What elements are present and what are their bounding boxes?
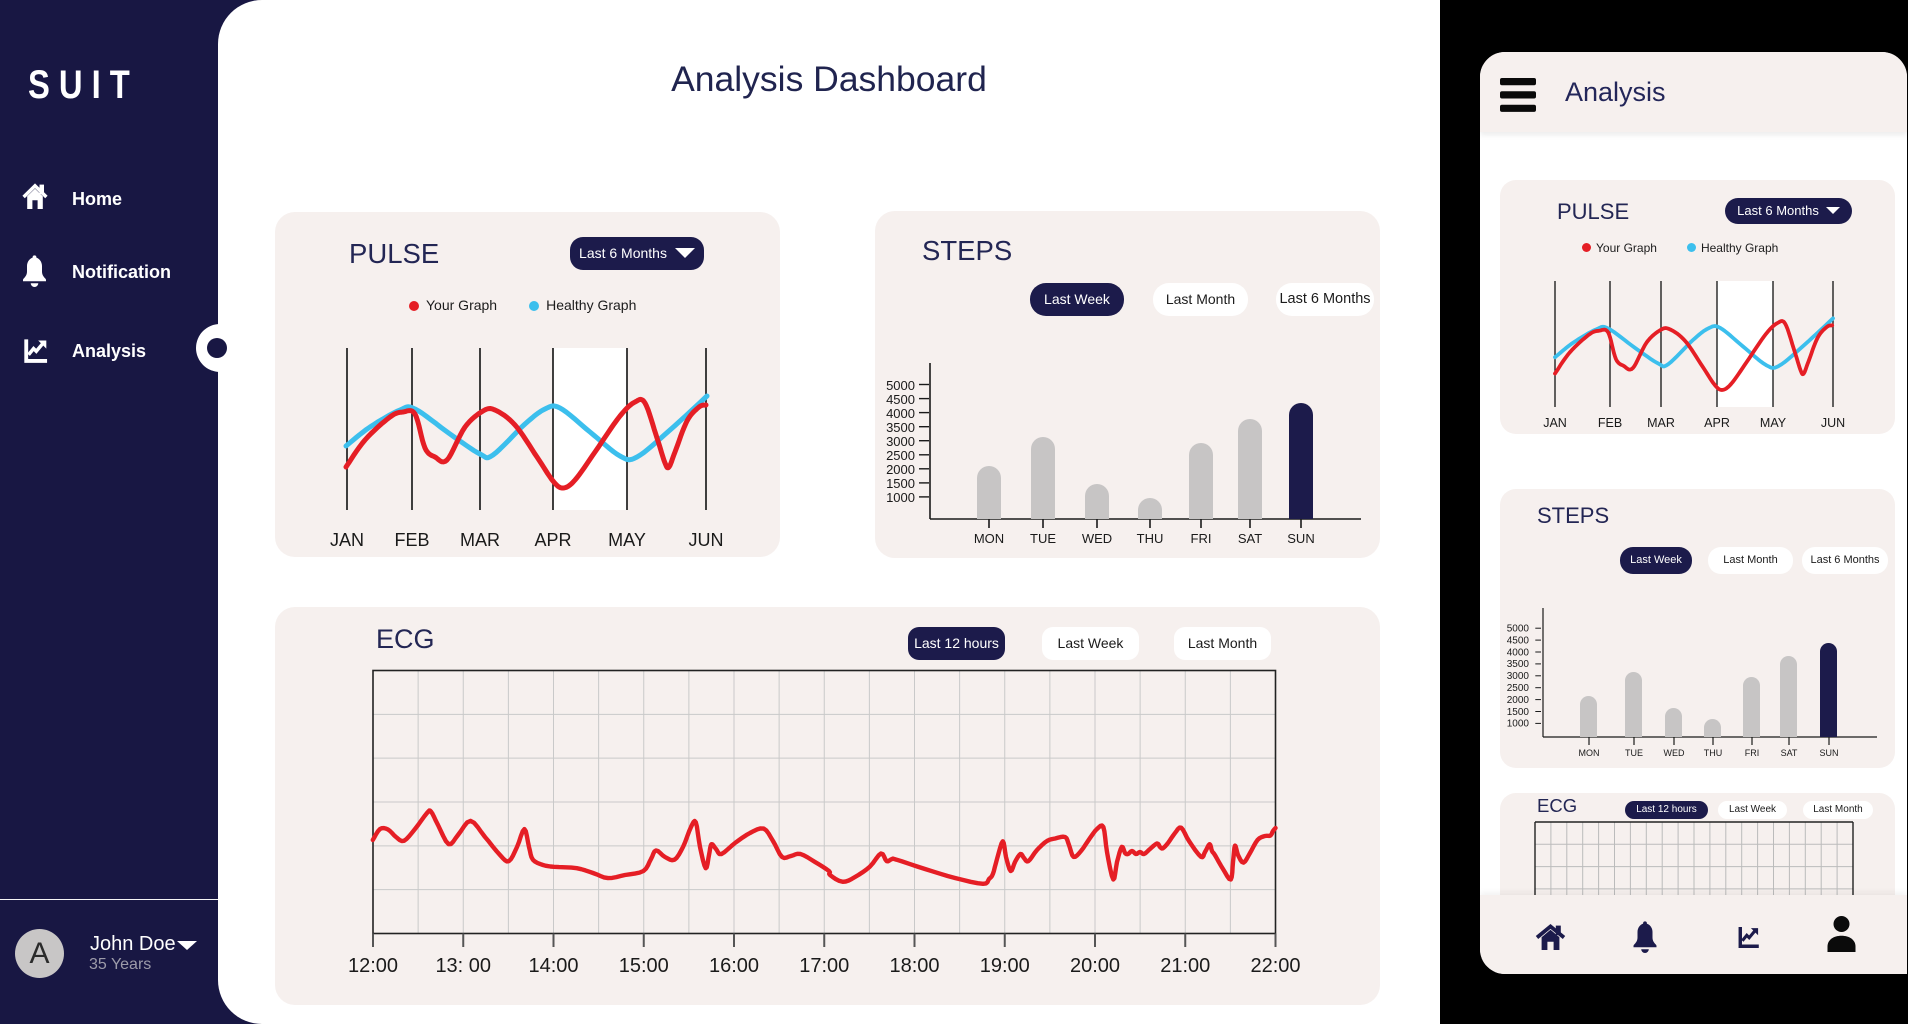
svg-text:MON: MON [974,531,1004,546]
svg-text:22:00: 22:00 [1250,955,1300,977]
svg-text:1000: 1000 [886,490,915,505]
svg-text:20:00: 20:00 [1070,955,1120,977]
svg-text:2500: 2500 [1507,683,1530,694]
svg-text:TUE: TUE [1030,531,1056,546]
svg-text:3500: 3500 [886,420,915,435]
svg-text:TUE: TUE [1625,748,1643,758]
svg-text:JUN: JUN [689,530,724,550]
svg-text:14:00: 14:00 [528,955,578,977]
svg-text:JAN: JAN [330,530,364,550]
svg-text:APR: APR [1704,416,1730,430]
svg-text:THU: THU [1704,748,1723,758]
svg-text:SUN: SUN [1819,748,1838,758]
svg-text:4000: 4000 [1507,647,1530,658]
svg-text:17:00: 17:00 [799,955,849,977]
svg-text:4500: 4500 [886,392,915,407]
svg-text:3000: 3000 [886,434,915,449]
svg-text:19:00: 19:00 [980,955,1030,977]
svg-text:1500: 1500 [886,476,915,491]
svg-text:5000: 5000 [1507,624,1530,635]
svg-text:APR: APR [534,530,571,550]
svg-text:JUN: JUN [1821,416,1845,430]
svg-text:1500: 1500 [1507,707,1530,718]
svg-text:21:00: 21:00 [1160,955,1210,977]
svg-text:MAY: MAY [1760,416,1787,430]
svg-text:MAR: MAR [460,530,500,550]
svg-text:SAT: SAT [1238,531,1262,546]
svg-text:15:00: 15:00 [619,955,669,977]
svg-text:JAN: JAN [1543,416,1567,430]
svg-text:MAY: MAY [608,530,646,550]
svg-text:2000: 2000 [1507,695,1530,706]
svg-text:MON: MON [1579,748,1600,758]
svg-text:3000: 3000 [1507,671,1530,682]
svg-text:12:00: 12:00 [348,955,398,977]
svg-text:SUN: SUN [1287,531,1314,546]
svg-text:THU: THU [1137,531,1164,546]
svg-text:MAR: MAR [1647,416,1675,430]
svg-text:18:00: 18:00 [889,955,939,977]
svg-text:FEB: FEB [394,530,429,550]
svg-text:13: 00: 13: 00 [435,955,491,977]
svg-text:3500: 3500 [1507,659,1530,670]
svg-text:1000: 1000 [1507,719,1530,730]
svg-text:FRI: FRI [1745,748,1760,758]
svg-text:SAT: SAT [1781,748,1798,758]
svg-text:4000: 4000 [886,406,915,421]
svg-text:WED: WED [1664,748,1685,758]
svg-text:16:00: 16:00 [709,955,759,977]
svg-text:4500: 4500 [1507,635,1530,646]
svg-text:FRI: FRI [1191,531,1212,546]
svg-text:WED: WED [1082,531,1112,546]
svg-text:2500: 2500 [886,448,915,463]
svg-text:FEB: FEB [1598,416,1622,430]
svg-text:5000: 5000 [886,378,915,393]
svg-text:2000: 2000 [886,462,915,477]
